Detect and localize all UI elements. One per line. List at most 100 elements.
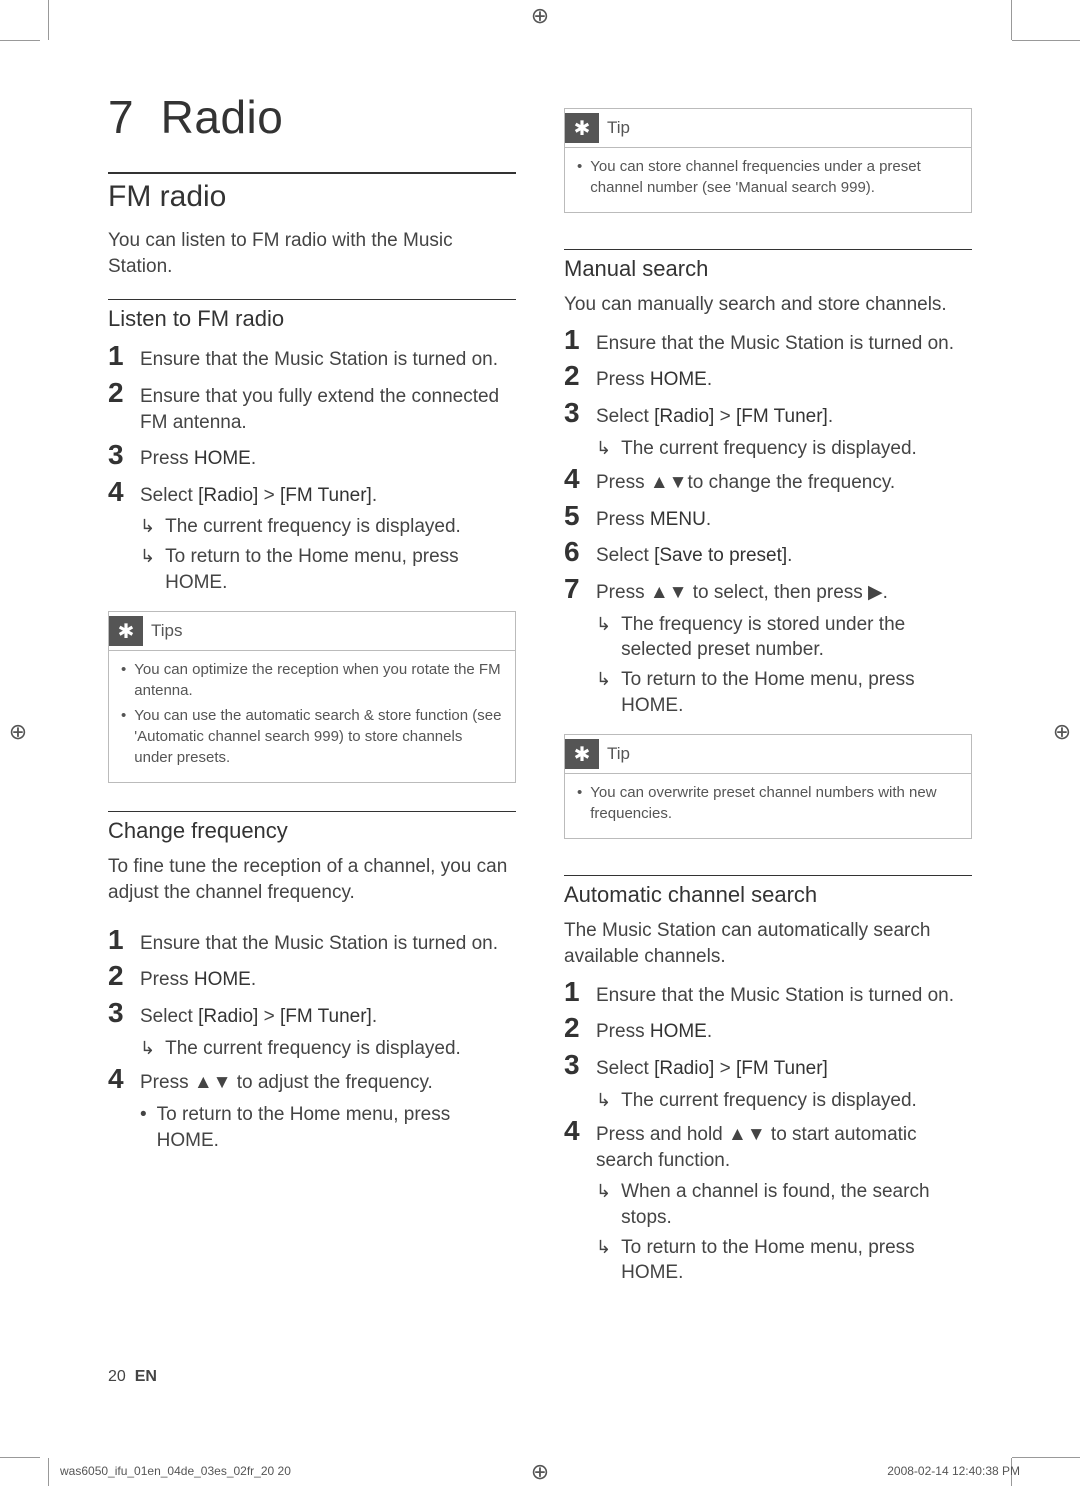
asterisk-icon: ✱	[565, 113, 599, 143]
chapter-title: 7 Radio	[108, 90, 516, 144]
fm-intro: You can listen to FM radio with the Musi…	[108, 228, 516, 279]
result: ↳The current frequency is displayed.	[140, 1036, 516, 1062]
tip-list: You can overwrite preset channel numbers…	[577, 782, 959, 824]
step-number: 3	[108, 999, 128, 1027]
result: ↳When a channel is found, the search sto…	[596, 1179, 972, 1230]
result: ↳The current frequency is displayed.	[596, 436, 972, 462]
step: 2 Press HOME.	[564, 362, 972, 393]
step-number: 3	[564, 399, 584, 427]
tip-item: You can optimize the reception when you …	[121, 659, 503, 701]
step-number: 1	[564, 326, 584, 354]
step: 7Press ▲▼ to select, then press ▶.	[564, 575, 972, 606]
step-text: Press MENU.	[596, 507, 972, 533]
step: 4 Press and hold ▲▼ to start automatic se…	[564, 1117, 972, 1173]
step-number: 1	[564, 978, 584, 1006]
tip-item: You can use the automatic search & store…	[121, 705, 503, 768]
result-arrow-icon: ↳	[596, 436, 611, 462]
step: 1Ensure that the Music Station is turned…	[564, 978, 972, 1009]
step: 4Press ▲▼to change the frequency.	[564, 465, 972, 496]
tip-item: You can overwrite preset channel numbers…	[577, 782, 959, 824]
step-text: Ensure that the Music Station is turned …	[140, 347, 516, 373]
result-arrow-icon: ↳	[596, 1088, 611, 1114]
step: 6Select [Save to preset].	[564, 538, 972, 569]
step-number: 1	[108, 342, 128, 370]
manual-intro: You can manually search and store channe…	[564, 292, 972, 318]
tip-label: Tip	[607, 118, 630, 138]
subsection-manual-search: Manual search	[564, 256, 972, 282]
result-arrow-icon: ↳	[596, 1179, 611, 1230]
step: 2 Press HOME.	[564, 1014, 972, 1045]
step-text: Press HOME.	[596, 367, 972, 393]
step: 3 Select [Radio] > [FM Tuner].	[564, 399, 972, 430]
step-number: 3	[108, 441, 128, 469]
sub-bullet: To return to the Home menu, press HOME.	[140, 1102, 516, 1153]
step: 1 Ensure that the Music Station is turned…	[108, 926, 516, 957]
result-arrow-icon: ↳	[596, 612, 611, 663]
change-freq-steps: 1 Ensure that the Music Station is turned…	[108, 926, 516, 1153]
step-text: Ensure that the Music Station is turned …	[596, 331, 972, 357]
step-number: 4	[564, 465, 584, 493]
step-number: 4	[108, 478, 128, 506]
step-number: 2	[108, 379, 128, 407]
step: 5Press MENU.	[564, 502, 972, 533]
step-text: Press HOME.	[140, 967, 516, 993]
step: 3 Press HOME.	[108, 441, 516, 472]
step-number: 2	[564, 1014, 584, 1042]
step-text: Select [Radio] > [FM Tuner].	[140, 483, 516, 509]
tip-item: You can store channel frequencies under …	[577, 156, 959, 198]
registration-left: ⊕	[4, 718, 32, 746]
page-number: 20	[108, 1368, 126, 1385]
step-text: Select [Radio] > [FM Tuner].	[596, 404, 972, 430]
result-arrow-icon: ↳	[596, 1235, 611, 1286]
result: ↳To return to the Home menu, press HOME.	[596, 667, 972, 718]
auto-steps: 1Ensure that the Music Station is turned…	[564, 978, 972, 1286]
subsection-auto-search: Automatic channel search	[564, 882, 972, 908]
step-text: Select [Save to preset].	[596, 543, 972, 569]
tip-box-listen: ✱ Tips You can optimize the reception wh…	[108, 611, 516, 783]
step-number: 2	[564, 362, 584, 390]
footer-file: was6050_ifu_01en_04de_03es_02fr_20 20	[60, 1464, 291, 1478]
step-text: Ensure that the Music Station is turned …	[140, 931, 516, 957]
asterisk-icon: ✱	[565, 739, 599, 769]
chapter-text: Radio	[161, 91, 284, 143]
subsection-change-freq: Change frequency	[108, 818, 516, 844]
step-text: Press and hold ▲▼ to start automatic sea…	[596, 1122, 972, 1173]
page-lang: EN	[135, 1368, 157, 1385]
step-number: 1	[108, 926, 128, 954]
result: ↳The current frequency is displayed.	[140, 514, 516, 540]
tip-label: Tips	[151, 621, 183, 641]
subsection-listen: Listen to FM radio	[108, 306, 516, 332]
result: ↳The frequency is stored under the selec…	[596, 612, 972, 663]
step-number: 3	[564, 1051, 584, 1079]
auto-intro: The Music Station can automatically sear…	[564, 918, 972, 969]
section-fm-radio: FM radio	[108, 180, 516, 214]
step-text: Press HOME.	[596, 1019, 972, 1045]
tip-list: You can store channel frequencies under …	[577, 156, 959, 198]
step: 2 Ensure that you fully extend the connec…	[108, 379, 516, 435]
step-text: Press ▲▼ to adjust the frequency.	[140, 1070, 516, 1096]
change-freq-intro: To fine tune the reception of a channel,…	[108, 854, 516, 905]
step: 3Select [Radio] > [FM Tuner]	[564, 1051, 972, 1082]
step-number: 4	[564, 1117, 584, 1145]
step-text: Ensure that you fully extend the connect…	[140, 384, 516, 435]
step: 4 Press ▲▼ to adjust the frequency.	[108, 1065, 516, 1096]
result-arrow-icon: ↳	[140, 514, 155, 540]
step-number: 4	[108, 1065, 128, 1093]
step: 4 Select [Radio] > [FM Tuner].	[108, 478, 516, 509]
right-column: ✱ Tip You can store channel frequencies …	[564, 90, 972, 1346]
step: 1 Ensure that the Music Station is turned…	[564, 326, 972, 357]
result-arrow-icon: ↳	[596, 667, 611, 718]
result: ↳The current frequency is displayed.	[596, 1088, 972, 1114]
step-text: Press HOME.	[140, 446, 516, 472]
step-text: Select [Radio] > [FM Tuner].	[140, 1004, 516, 1030]
page-footer: 20 EN	[108, 1368, 157, 1386]
tip-list: You can optimize the reception when you …	[121, 659, 503, 768]
registration-top: ⊕	[526, 2, 554, 30]
left-column: 7 Radio FM radio You can listen to FM ra…	[108, 90, 516, 1346]
result: ↳To return to the Home menu, press HOME.	[140, 544, 516, 595]
manual-steps: 1 Ensure that the Music Station is turned…	[564, 326, 972, 719]
registration-bottom: ⊕	[526, 1458, 554, 1486]
registration-right: ⊕	[1048, 718, 1076, 746]
step: 1 Ensure that the Music Station is turned…	[108, 342, 516, 373]
step-number: 2	[108, 962, 128, 990]
